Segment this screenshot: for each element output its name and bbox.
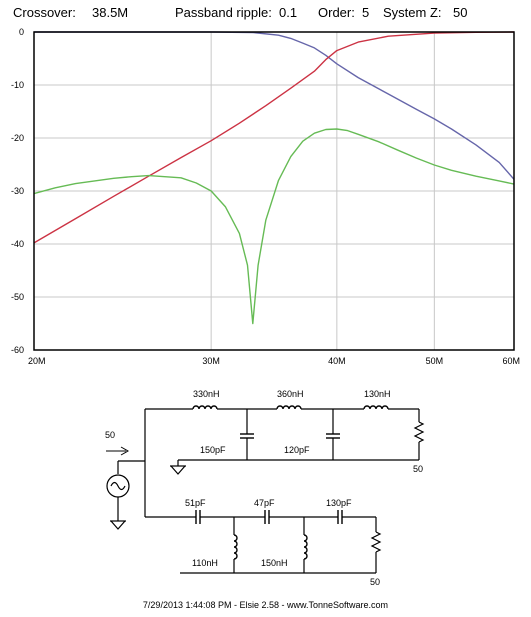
hp-inductor-2-icon bbox=[303, 534, 308, 560]
hp-c1-label: 51pF bbox=[185, 498, 206, 508]
footer-text: 7/29/2013 1:44:08 PM - Elsie 2.58 - www.… bbox=[142, 600, 389, 610]
x-axis-ticks: 20M 30M 40M 50M 60M bbox=[28, 356, 520, 366]
series-line-3 bbox=[33, 128, 515, 325]
lp-inductor-1-icon bbox=[192, 405, 218, 410]
y-tick-label: -30 bbox=[11, 186, 24, 196]
lp-load-resistor-icon bbox=[414, 421, 424, 443]
header-bar: Crossover: 38.5M Passband ripple: 0.1 Or… bbox=[0, 0, 531, 24]
y-tick-label: 0 bbox=[19, 27, 24, 37]
lp-inductor-3-icon bbox=[363, 405, 389, 410]
hp-load-label: 50 bbox=[370, 577, 380, 587]
order-value: 5 bbox=[362, 5, 370, 20]
source-impedance-label: 50 bbox=[105, 430, 115, 440]
y-axis-ticks: 0 -10 -20 -30 -40 -50 -60 bbox=[11, 27, 24, 355]
x-tick-label: 40M bbox=[328, 356, 346, 366]
response-chart: 0 -10 -20 -30 -40 -50 -60 20M 30M 40M 50M 60M bbox=[11, 27, 520, 366]
lp-l3-label: 130nH bbox=[364, 389, 391, 399]
crossover-value: 38.5M bbox=[92, 5, 129, 20]
x-tick-label: 30M bbox=[202, 356, 220, 366]
hp-c2-label: 47pF bbox=[254, 498, 275, 508]
order-label: Order: bbox=[318, 5, 355, 20]
plot-frame bbox=[33, 31, 515, 351]
hp-load-resistor-icon bbox=[371, 531, 381, 553]
hp-l2-label: 150nH bbox=[261, 558, 288, 568]
y-tick-label: -40 bbox=[11, 239, 24, 249]
lp-load-label: 50 bbox=[413, 464, 423, 474]
series-line-2 bbox=[33, 31, 515, 244]
y-tick-label: -60 bbox=[11, 345, 24, 355]
hp-c3-label: 130pF bbox=[326, 498, 352, 508]
y-tick-label: -50 bbox=[11, 292, 24, 302]
y-tick-label: -10 bbox=[11, 80, 24, 90]
lp-inductor-2-icon bbox=[276, 405, 302, 410]
ripple-label: Passband ripple: bbox=[175, 5, 272, 20]
ground-icon bbox=[109, 520, 127, 530]
lp-l1-label: 330nH bbox=[193, 389, 220, 399]
hp-inductor-1-icon bbox=[233, 534, 238, 560]
hp-l1-label: 110nH bbox=[192, 558, 218, 568]
x-tick-label: 50M bbox=[426, 356, 444, 366]
x-tick-label: 20M bbox=[28, 356, 46, 366]
lp-ground-icon bbox=[169, 465, 187, 475]
x-tick-label: 60M bbox=[502, 356, 520, 366]
ripple-value: 0.1 bbox=[279, 5, 298, 20]
lp-c1-label: 150pF bbox=[200, 445, 226, 455]
lp-l2-label: 360nH bbox=[277, 389, 304, 399]
lp-c2-label: 120pF bbox=[284, 445, 310, 455]
filter-schematic: 50 330nH 360nH 130nH 150pF 120pF 50 51pF bbox=[105, 389, 424, 587]
system-z-value: 50 bbox=[453, 5, 468, 20]
crossover-label: Crossover: bbox=[13, 5, 76, 20]
system-z-label: System Z: bbox=[383, 5, 442, 20]
y-tick-label: -20 bbox=[11, 133, 24, 143]
